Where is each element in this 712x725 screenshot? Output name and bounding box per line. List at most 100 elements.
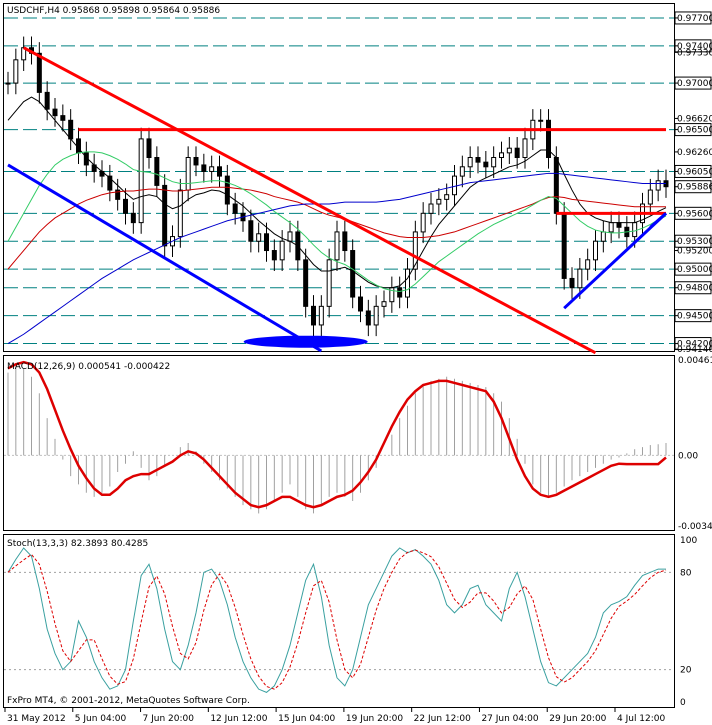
- candle-body-83: [655, 180, 661, 191]
- ma-line-2: [7, 186, 666, 270]
- candle-body-72: [569, 277, 575, 289]
- stoch-title: Stoch(13,3,3) 82.3893 80.4285: [7, 539, 148, 549]
- candle-body-52: [412, 231, 418, 270]
- candle-body-16: [130, 212, 136, 224]
- candle-body-24: [193, 156, 199, 166]
- candle-body-70: [553, 156, 559, 214]
- candle-body-39: [311, 305, 316, 326]
- candle-body-19: [154, 156, 160, 186]
- candle-body-41: [326, 259, 332, 307]
- trendline-4: [563, 212, 668, 310]
- candle-body-22: [177, 189, 183, 238]
- ma-line-1: [7, 96, 667, 289]
- macd-panel-frame: [3, 355, 675, 531]
- candle-body-40: [318, 305, 324, 326]
- candle-body-23: [185, 156, 191, 191]
- stoch-tick-label-2: 20: [680, 666, 692, 676]
- candle-body-76: [600, 231, 606, 242]
- candle-body-53: [420, 212, 426, 233]
- price-tick-label-0: 0.97700: [677, 14, 712, 24]
- stoch-main-line: [7, 547, 666, 693]
- candle-body-13: [107, 175, 113, 191]
- candle-body-15: [123, 198, 128, 214]
- candle-body-46: [365, 310, 371, 326]
- candle-body-66: [522, 138, 528, 158]
- candle-body-27: [217, 166, 222, 177]
- price-tick-label-8: 0.95886: [677, 183, 712, 193]
- time-tick-label-2: 7 Jun 20:00: [143, 714, 195, 724]
- candle-body-18: [146, 138, 152, 158]
- candle-body-47: [373, 305, 379, 326]
- candle-body-34: [271, 250, 277, 261]
- candle-body-65: [514, 147, 520, 158]
- time-tick-label-1: 5 Jun 04:00: [75, 714, 127, 724]
- candle-body-69: [546, 119, 551, 158]
- candle-body-31: [248, 220, 254, 242]
- price-tick-label-14: 0.94500: [677, 312, 712, 322]
- stoch-panel-frame: [3, 534, 675, 708]
- macd-tick-label-1: 0.00: [678, 451, 698, 461]
- candle-body-56: [444, 194, 450, 200]
- time-tick-label-0: 31 May 2012: [7, 714, 66, 724]
- candle-body-29: [232, 203, 238, 214]
- candle-body-43: [342, 231, 348, 252]
- price-tick-label-7: 0.96050: [677, 167, 712, 177]
- candle-body-36: [287, 231, 293, 242]
- price-tick-label-11: 0.95200: [677, 247, 712, 257]
- candle-body-45: [358, 296, 363, 312]
- candle-body-20: [162, 184, 168, 247]
- candle-body-32: [256, 233, 262, 242]
- ma-line-4: [7, 172, 666, 344]
- candle-body-0: [5, 82, 11, 85]
- candle-body-35: [279, 240, 285, 261]
- candle-body-73: [577, 268, 583, 289]
- candle-body-33: [264, 233, 269, 252]
- candle-body-25: [201, 164, 207, 172]
- macd-tick-label-2: -0.00340: [678, 522, 712, 532]
- candle-body-74: [585, 259, 591, 270]
- candle-body-68: [538, 119, 544, 122]
- candle-body-44: [350, 250, 356, 298]
- candle-body-54: [428, 203, 434, 214]
- candle-body-57: [452, 175, 457, 196]
- stoch-tick-label-3: 0: [680, 698, 686, 708]
- time-tick-label-6: 22 Jun 12:00: [414, 714, 471, 724]
- ma-line-3: [7, 151, 667, 292]
- candle-body-48: [381, 301, 387, 307]
- price-tick-label-15: 0.94200: [677, 340, 712, 350]
- price-tick-label-12: 0.95000: [677, 265, 712, 275]
- candle-body-61: [483, 161, 489, 168]
- candle-body-75: [593, 240, 598, 261]
- price-tick-label-3: 0.97000: [677, 79, 712, 89]
- price-tick-label-5: 0.96500: [677, 126, 712, 136]
- candle-body-17: [138, 138, 144, 224]
- stoch-signal-line: [7, 549, 667, 690]
- candle-body-62: [491, 156, 497, 168]
- price-tick-label-6: 0.96260: [677, 148, 712, 158]
- candle-body-8: [68, 119, 74, 140]
- candle-body-59: [467, 156, 473, 168]
- time-tick-label-9: 4 Jul 12:00: [617, 714, 666, 724]
- candle-body-64: [506, 147, 512, 154]
- candle-body-1: [13, 59, 19, 84]
- trendline-0: [22, 46, 597, 355]
- candle-body-38: [303, 259, 309, 307]
- candle-body-5: [44, 91, 50, 110]
- copyright-text: FxPro MT4, © 2001-2012, MetaQuotes Softw…: [7, 696, 250, 706]
- price-panel: [4, 17, 674, 355]
- candle-body-78: [616, 222, 622, 228]
- price-tick-label-13: 0.94800: [677, 284, 712, 294]
- candle-body-14: [115, 189, 121, 200]
- main-title: USDCHF,H4 0.95868 0.95898 0.95864 0.9588…: [7, 6, 220, 16]
- price-tick-label-1: 0.97400: [677, 42, 712, 52]
- candle-body-63: [499, 152, 504, 158]
- candle-body-60: [475, 156, 481, 163]
- price-tick-label-10: 0.95300: [677, 237, 712, 247]
- price-tick-label-9: 0.95600: [677, 209, 712, 219]
- trendline-5: [649, 212, 667, 229]
- time-tick-label-8: 29 Jun 20:00: [549, 714, 606, 724]
- candle-body-26: [209, 166, 215, 172]
- low-zone-ellipse: [243, 335, 368, 348]
- macd-title: MACD(12,26,9) 0.000541 -0.000422: [7, 362, 170, 372]
